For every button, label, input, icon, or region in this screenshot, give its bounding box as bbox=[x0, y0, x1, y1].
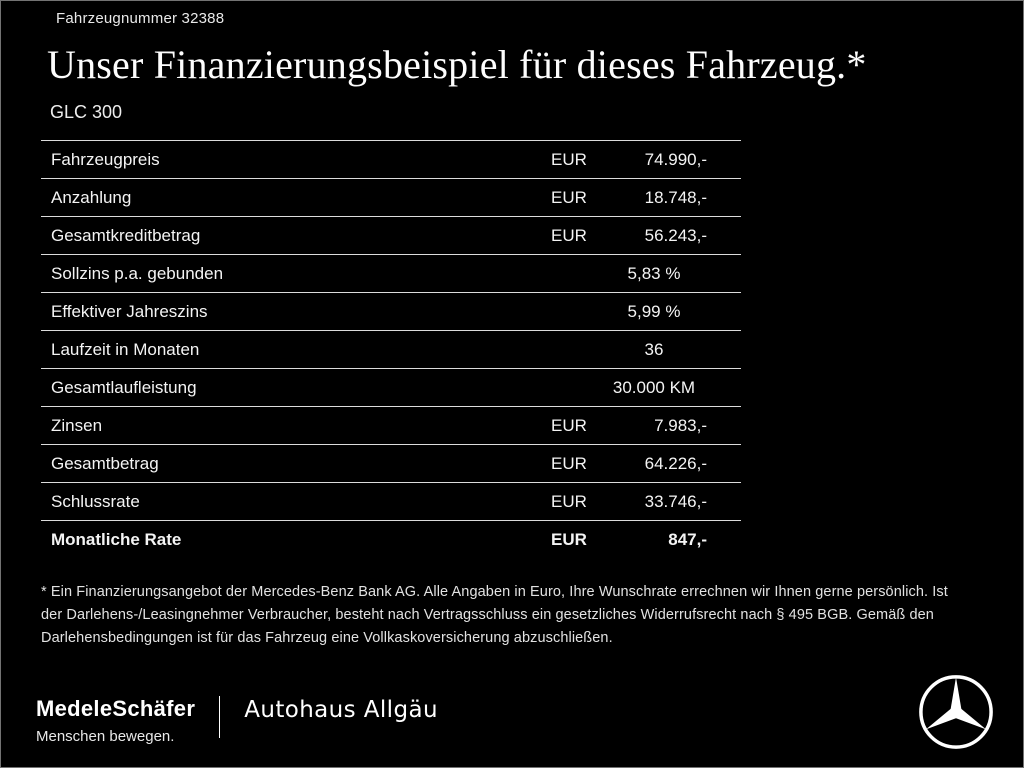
dealer-tagline: Menschen bewegen. bbox=[36, 728, 175, 745]
table-row: Gesamtbetrag EUR 64.226,- bbox=[41, 444, 741, 482]
row-label: Gesamtkreditbetrag bbox=[51, 225, 201, 245]
mercedes-star-icon bbox=[917, 673, 995, 751]
table-row: Sollzins p.a. gebunden 5,83 % bbox=[41, 254, 741, 292]
row-currency: EUR bbox=[551, 415, 587, 435]
row-value: 36 bbox=[644, 339, 664, 359]
footer-divider bbox=[219, 696, 221, 738]
table-row: Anzahlung EUR 18.748,- bbox=[41, 178, 741, 216]
row-currency: EUR bbox=[551, 453, 587, 473]
row-value: 33.746,- bbox=[644, 491, 707, 511]
row-currency: EUR bbox=[551, 149, 587, 169]
row-currency: EUR bbox=[551, 225, 587, 245]
row-label: Schlussrate bbox=[51, 491, 140, 511]
row-label: Sollzins p.a. gebunden bbox=[51, 263, 224, 283]
vehicle-model: GLC 300 bbox=[50, 102, 123, 122]
table-row: Gesamtlaufleistung 30.000 KM bbox=[41, 368, 741, 406]
table-row: Fahrzeugpreis EUR 74.990,- bbox=[41, 140, 741, 178]
table-row: Gesamtkreditbetrag EUR 56.243,- bbox=[41, 216, 741, 254]
row-label: Gesamtbetrag bbox=[51, 453, 159, 473]
row-currency: EUR bbox=[551, 491, 587, 511]
dealer-name: MedeleSchäfer bbox=[36, 696, 196, 721]
row-value: 7.983,- bbox=[654, 415, 707, 435]
footer: MedeleSchäfer Menschen bewegen. Autohaus… bbox=[36, 696, 438, 745]
partner-name: Autohaus Allgäu bbox=[244, 697, 438, 723]
row-value: 56.243,- bbox=[644, 225, 707, 245]
dealer-logo-block: MedeleSchäfer Menschen bewegen. bbox=[36, 696, 195, 745]
row-value: 847,- bbox=[668, 529, 707, 549]
row-value: 74.990,- bbox=[644, 149, 707, 169]
row-label: Effektiver Jahreszins bbox=[51, 301, 208, 321]
row-label: Anzahlung bbox=[51, 187, 132, 207]
row-currency: EUR bbox=[551, 187, 587, 207]
legal-footnote: * Ein Finanzierungsangebot der Mercedes-… bbox=[41, 584, 948, 646]
row-value: 64.226,- bbox=[644, 453, 707, 473]
row-label: Fahrzeugpreis bbox=[51, 149, 160, 169]
row-label: Monatliche Rate bbox=[51, 529, 182, 549]
vehicle-number: Fahrzeugnummer 32388 bbox=[56, 10, 225, 27]
row-label: Zinsen bbox=[51, 415, 103, 435]
row-value: 5,83 % bbox=[627, 263, 681, 283]
table-row: Schlussrate EUR 33.746,- bbox=[41, 482, 741, 520]
table-row: Effektiver Jahreszins 5,99 % bbox=[41, 292, 741, 330]
page-title: Unser Finanzierungsbeispiel für dieses F… bbox=[47, 42, 867, 87]
row-value: 30.000 KM bbox=[612, 377, 696, 397]
row-label: Gesamtlaufleistung bbox=[51, 377, 197, 397]
row-label: Laufzeit in Monaten bbox=[51, 339, 200, 359]
financing-table: Fahrzeugpreis EUR 74.990,- Anzahlung EUR 1… bbox=[41, 140, 741, 558]
table-row: Laufzeit in Monaten 36 bbox=[41, 330, 741, 368]
table-row: Zinsen EUR 7.983,- bbox=[41, 406, 741, 444]
table-row-monthly-rate: Monatliche Rate EUR 847,- bbox=[41, 520, 741, 558]
row-currency: EUR bbox=[551, 529, 587, 549]
row-value: 5,99 % bbox=[627, 301, 681, 321]
row-value: 18.748,- bbox=[644, 187, 707, 207]
